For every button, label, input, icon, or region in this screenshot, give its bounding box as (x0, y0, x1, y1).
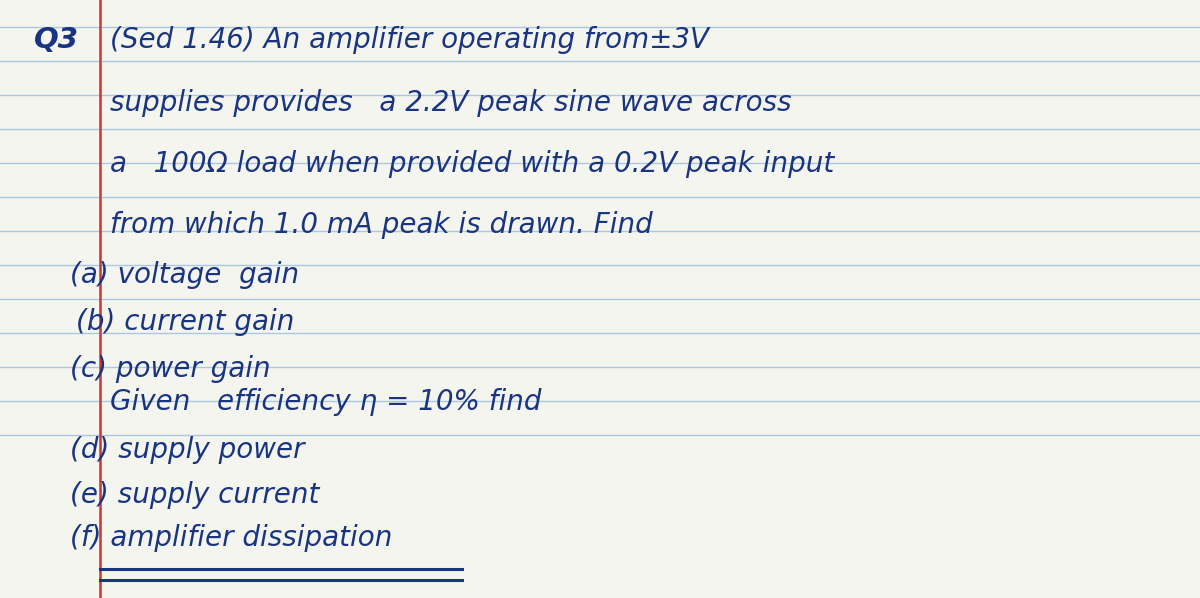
Text: (e) supply current: (e) supply current (70, 481, 319, 509)
Text: (d) supply power: (d) supply power (70, 435, 304, 463)
Text: a   100Ω load when provided with a 0.2V peak input: a 100Ω load when provided with a 0.2V pe… (110, 150, 835, 178)
Text: Given   efficiency η = 10% find: Given efficiency η = 10% find (110, 388, 542, 416)
Text: from which 1.0 mA peak is drawn. Find: from which 1.0 mA peak is drawn. Find (110, 211, 653, 239)
Text: (f) amplifier dissipation: (f) amplifier dissipation (70, 524, 392, 552)
Text: (b) current gain: (b) current gain (76, 308, 294, 336)
Text: (Sed 1.46) An amplifier operating from±3V: (Sed 1.46) An amplifier operating from±3… (110, 26, 709, 54)
Text: supplies provides   a 2.2V peak sine wave across: supplies provides a 2.2V peak sine wave … (110, 89, 792, 117)
Text: (c) power gain: (c) power gain (70, 355, 270, 383)
Text: Q3: Q3 (34, 26, 79, 54)
Text: (a) voltage  gain: (a) voltage gain (70, 261, 299, 289)
